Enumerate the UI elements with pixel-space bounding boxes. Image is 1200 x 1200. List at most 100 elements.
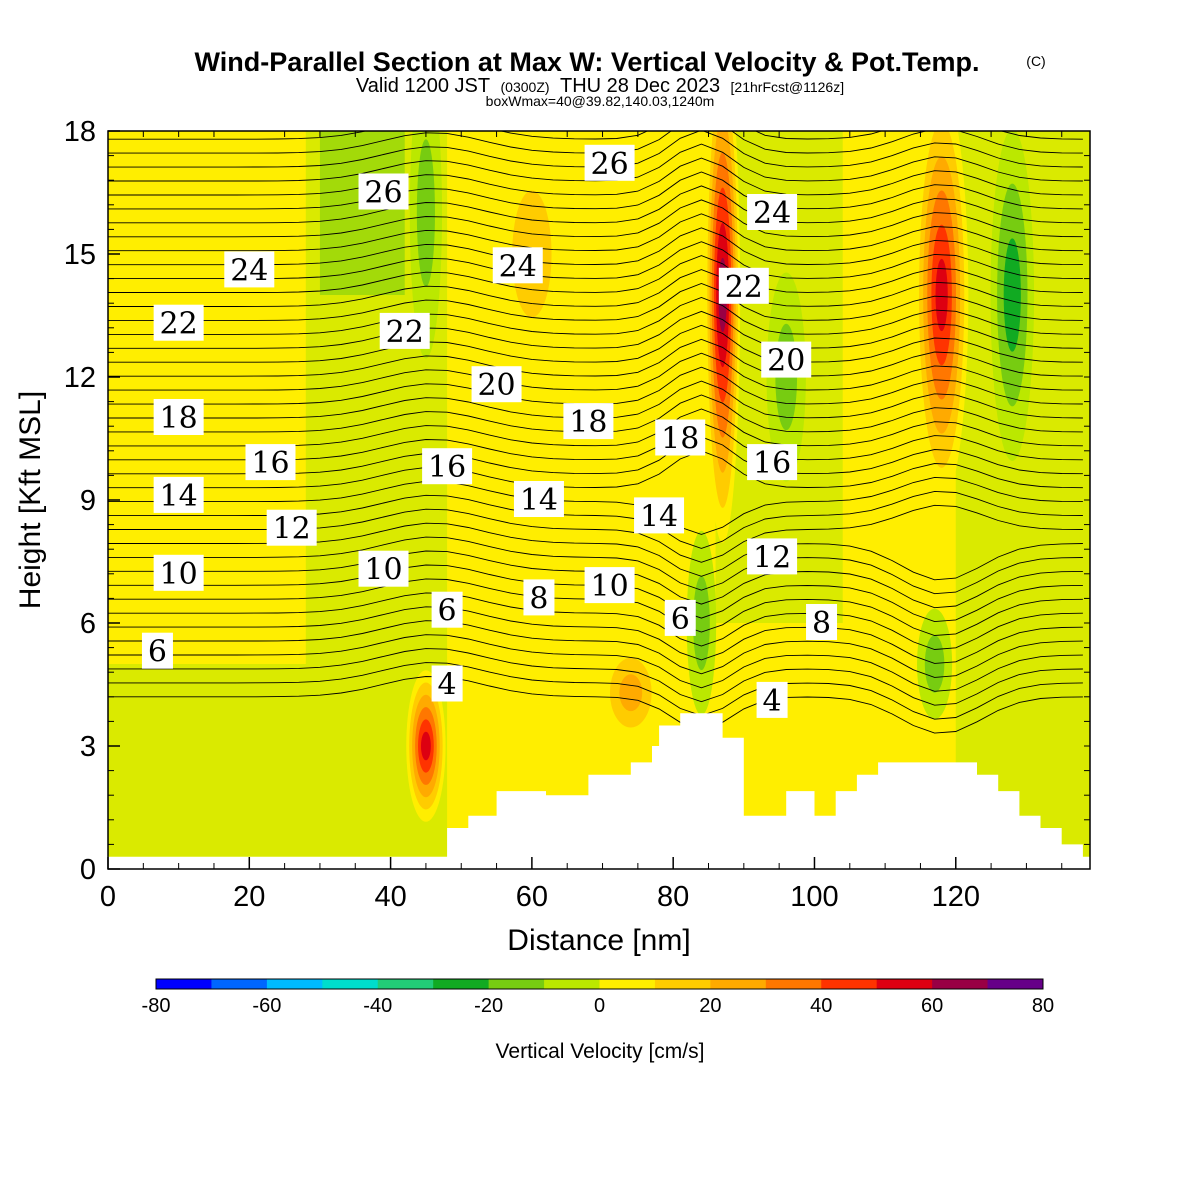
w-contour — [420, 731, 431, 761]
theta-label-text: 22 — [386, 315, 424, 350]
theta-label: 6 — [141, 632, 173, 670]
theta-label-text: 18 — [569, 405, 607, 440]
theta-label-bg — [153, 476, 204, 513]
theta-label: 4 — [756, 681, 788, 719]
theta-label-text: 10 — [364, 553, 402, 588]
y-tick-label: 18 — [64, 116, 96, 148]
theta-label-bg — [513, 481, 564, 517]
theta-line — [108, 199, 1083, 238]
theta-line — [108, 648, 1083, 706]
theta-label-bg — [431, 591, 463, 628]
theta-label-text: 10 — [591, 569, 629, 604]
theta-label-bg — [153, 304, 204, 341]
colorbar-swatch — [599, 979, 656, 989]
theta-label-text: 14 — [640, 499, 678, 534]
w-contour — [416, 139, 435, 287]
theta-label-bg — [379, 312, 430, 349]
colorbar-swatch — [876, 979, 933, 989]
theta-label-text: 6 — [671, 602, 690, 637]
terrain — [108, 713, 1090, 869]
theta-label-text: 20 — [767, 344, 805, 379]
theta-label-text: 24 — [753, 196, 791, 231]
theta-line — [108, 620, 1083, 678]
y-tick-label: 3 — [80, 731, 96, 763]
colorbar-swatch — [156, 979, 212, 989]
colorbar-swatch — [322, 979, 379, 989]
theta-label: 4 — [431, 665, 463, 703]
theta-line — [108, 592, 1083, 650]
theta-line — [108, 606, 1083, 664]
theta-label-bg — [153, 399, 204, 435]
theta-contour-labels: 26 26 24 24 24 22 22 22 20 20 18 18 18 16 16 16 14 14 14 12… — [141, 144, 838, 719]
x-tick-label: 0 — [100, 881, 116, 913]
x-tick-label: 40 — [374, 881, 406, 913]
theta-label-text: 22 — [160, 307, 198, 342]
theta-label-text: 10 — [160, 557, 198, 592]
theta-label-bg — [747, 538, 798, 575]
theta-label-text: 18 — [661, 422, 699, 457]
theta-label: 8 — [806, 604, 838, 641]
theta-label: 12 — [266, 509, 317, 547]
w-contour — [935, 258, 948, 332]
subtitle-utc: (0300Z) — [501, 79, 550, 95]
theta-label-text: 26 — [591, 147, 629, 182]
theta-label: 14 — [513, 481, 564, 518]
theta-label-bg — [141, 632, 173, 669]
theta-label: 18 — [655, 419, 706, 457]
colorbar-tick-label: -80 — [142, 995, 171, 1017]
theta-label: 22 — [718, 267, 769, 305]
colorbar-swatch — [488, 979, 545, 989]
theta-line — [108, 269, 1083, 307]
theta-label: 6 — [431, 591, 463, 629]
theta-label-text: 8 — [812, 606, 831, 641]
theta-label-bg — [664, 599, 696, 636]
theta-line — [108, 352, 1083, 391]
theta-label: 8 — [523, 579, 555, 616]
y-tick-label: 15 — [64, 239, 96, 271]
theta-label-bg — [806, 604, 838, 640]
colorbar-tick-label: 20 — [699, 995, 721, 1017]
theta-line — [108, 185, 1083, 224]
y-tick-label: 0 — [80, 854, 96, 886]
colorbar-swatch — [987, 979, 1044, 989]
theta-label-bg — [634, 497, 685, 534]
chart-subtitle: Valid 1200 JST (0300Z) THU 28 Dec 2023 [… — [356, 75, 844, 97]
theta-line — [108, 131, 1083, 140]
theta-label-text: 24 — [499, 249, 537, 284]
theta-label: 6 — [664, 599, 696, 637]
theta-label-bg — [492, 247, 543, 284]
theta-line — [108, 324, 1083, 363]
theta-label: 24 — [224, 251, 275, 288]
theta-line — [108, 171, 1083, 210]
theta-label-text: 12 — [753, 540, 791, 575]
box-info: boxWmax=40@39.82,140.03,1240m — [486, 93, 715, 109]
theta-label-text: 16 — [251, 446, 289, 481]
theta-line — [108, 157, 1083, 196]
theta-label-text: 8 — [529, 581, 548, 616]
theta-label-text: 4 — [438, 668, 457, 703]
colorbar-swatch — [544, 979, 600, 989]
theta-label: 14 — [634, 497, 685, 534]
theta-contours — [108, 131, 1083, 734]
w-band — [319, 131, 405, 295]
theta-label: 12 — [747, 538, 798, 575]
w-contour — [619, 674, 643, 712]
subtitle-forecast: [21hrFcst@1126z] — [731, 79, 845, 95]
subtitle-date: THU 28 Dec 2023 — [560, 75, 720, 97]
theta-label-text: 14 — [520, 483, 558, 518]
y-tick-label: 6 — [80, 608, 96, 640]
theta-label-bg — [422, 448, 473, 485]
theta-label-bg — [584, 567, 635, 604]
theta-label-bg — [358, 173, 409, 210]
theta-label-text: 4 — [763, 684, 782, 719]
theta-label: 16 — [245, 444, 296, 481]
colorbar-tick-label: -20 — [474, 995, 503, 1017]
theta-label: 26 — [358, 173, 409, 211]
theta-line — [108, 634, 1083, 692]
chart-title: Wind-Parallel Section at Max W: Vertical… — [195, 47, 980, 77]
colorbar-swatch — [821, 979, 878, 989]
theta-label-bg — [718, 267, 769, 304]
theta-label-text: 14 — [160, 479, 198, 514]
x-axis-ticks: 0 20 40 60 80 100 120 — [100, 131, 1063, 913]
theta-label-text: 18 — [160, 401, 198, 436]
